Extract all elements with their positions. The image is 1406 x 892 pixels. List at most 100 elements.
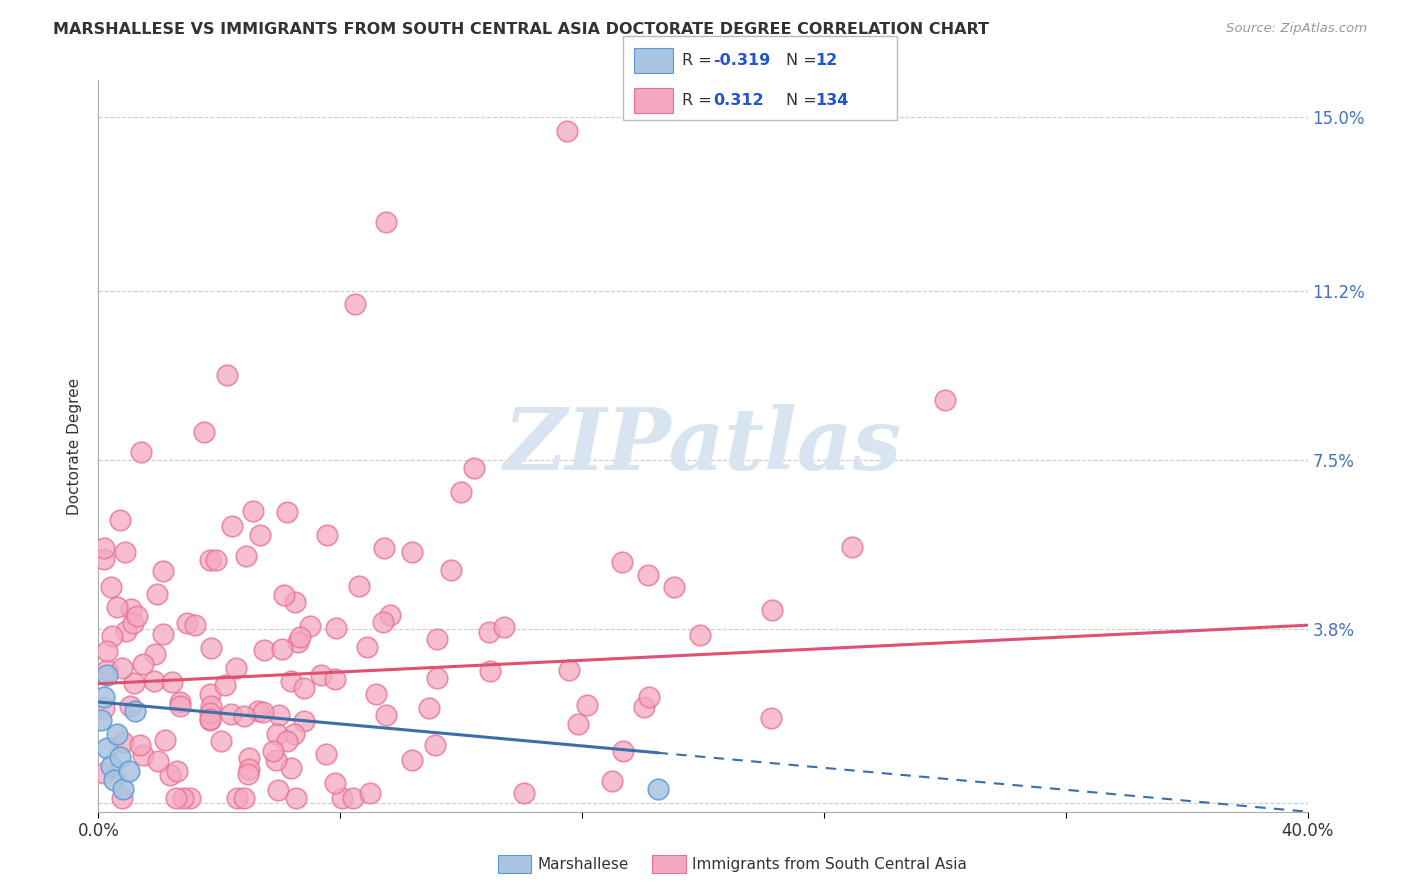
Point [323, 672, 346, 686]
Point [209, 734, 232, 748]
Text: Source: ZipAtlas.com: Source: ZipAtlas.com [1226, 22, 1367, 36]
Point [294, 714, 316, 728]
Point [114, 545, 136, 559]
Point [146, 587, 169, 601]
Point [267, 783, 290, 797]
Point [440, 563, 463, 577]
Text: 0.312: 0.312 [713, 94, 763, 108]
Point [93, 766, 115, 780]
Point [294, 681, 316, 696]
Point [309, 668, 332, 682]
Point [492, 620, 515, 634]
Point [128, 739, 150, 753]
Text: R =: R = [682, 94, 717, 108]
Point [193, 425, 215, 439]
Point [262, 744, 284, 758]
Point [169, 698, 191, 713]
Point [555, 123, 578, 137]
Point [221, 519, 243, 533]
Point [841, 540, 863, 554]
Point [315, 747, 337, 761]
Point [110, 661, 132, 675]
Point [252, 706, 274, 720]
Point [225, 661, 247, 675]
Point [225, 791, 247, 805]
Point [284, 595, 307, 609]
Point [238, 767, 260, 781]
Point [101, 629, 124, 643]
Point [426, 671, 449, 685]
Point [356, 640, 378, 654]
Point [233, 708, 256, 723]
Point [283, 727, 305, 741]
Text: -0.319: -0.319 [713, 54, 770, 68]
Point [153, 733, 176, 747]
Point [118, 764, 141, 778]
Point [108, 749, 131, 764]
Text: N =: N = [786, 54, 823, 68]
Point [269, 708, 291, 723]
Point [93, 690, 115, 705]
Point [375, 707, 398, 722]
Text: ZIPatlas: ZIPatlas [503, 404, 903, 488]
Point [96, 663, 118, 677]
Point [249, 528, 271, 542]
Point [100, 759, 122, 773]
Point [247, 704, 270, 718]
Text: R =: R = [682, 54, 717, 68]
Point [290, 630, 312, 644]
Point [576, 698, 599, 712]
Point [159, 768, 181, 782]
Point [280, 673, 302, 688]
Point [162, 675, 184, 690]
Point [270, 642, 292, 657]
Point [125, 609, 148, 624]
Text: Marshallese: Marshallese [537, 857, 628, 871]
Point [347, 579, 370, 593]
Point [148, 755, 170, 769]
Text: MARSHALLESE VS IMMIGRANTS FROM SOUTH CENTRAL ASIA DOCTORATE DEGREE CORRELATION C: MARSHALLESE VS IMMIGRANTS FROM SOUTH CEN… [53, 22, 990, 37]
Point [105, 727, 128, 741]
Point [284, 791, 307, 805]
Point [200, 699, 222, 714]
Point [934, 393, 956, 408]
Point [558, 664, 581, 678]
Point [90, 714, 112, 728]
Point [111, 781, 134, 796]
Point [179, 791, 201, 805]
Point [478, 625, 501, 640]
Point [280, 760, 302, 774]
Point [423, 738, 446, 752]
Point [418, 701, 440, 715]
Point [374, 215, 396, 229]
Point [425, 632, 447, 646]
Point [276, 734, 298, 748]
Point [176, 616, 198, 631]
Point [111, 734, 134, 748]
Point [647, 781, 669, 796]
Text: 12: 12 [815, 54, 838, 68]
Point [232, 791, 254, 805]
Point [120, 602, 142, 616]
Point [166, 764, 188, 778]
Point [359, 786, 381, 800]
Point [152, 627, 174, 641]
Point [273, 588, 295, 602]
Point [122, 616, 145, 631]
Point [612, 744, 634, 758]
Point [217, 368, 239, 382]
Point [266, 727, 288, 741]
Point [253, 643, 276, 657]
Point [401, 753, 423, 767]
Point [463, 461, 485, 475]
Point [638, 690, 661, 704]
Point [169, 695, 191, 709]
Point [198, 712, 221, 726]
Point [330, 791, 353, 805]
Point [238, 762, 260, 776]
Point [205, 553, 228, 567]
Point [380, 608, 402, 623]
Text: N =: N = [786, 94, 823, 108]
Point [342, 791, 364, 805]
Point [298, 619, 321, 633]
